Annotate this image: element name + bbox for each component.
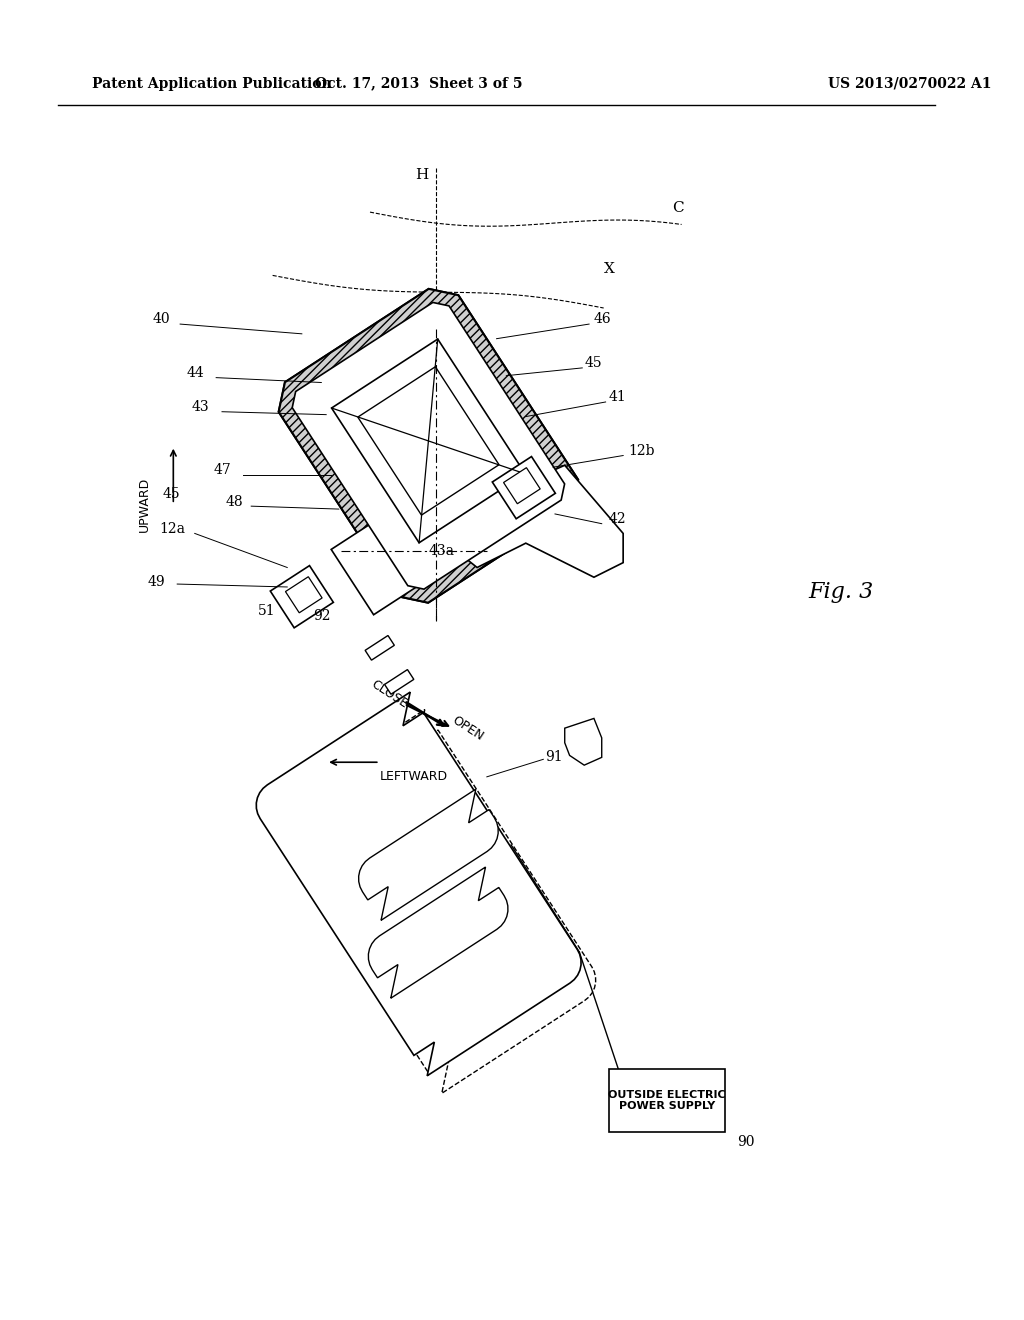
Text: US 2013/0270022 A1: US 2013/0270022 A1: [827, 77, 991, 91]
Polygon shape: [564, 718, 602, 766]
Text: 45: 45: [163, 487, 180, 502]
Text: 40: 40: [153, 313, 170, 326]
Text: 48: 48: [226, 495, 244, 510]
Text: CLOSE: CLOSE: [369, 677, 411, 710]
Text: Fig. 3: Fig. 3: [808, 581, 873, 603]
Text: 43: 43: [191, 400, 209, 414]
Text: LEFTWARD: LEFTWARD: [380, 771, 447, 783]
Polygon shape: [286, 577, 323, 612]
Text: 41: 41: [608, 391, 627, 404]
Text: Oct. 17, 2013  Sheet 3 of 5: Oct. 17, 2013 Sheet 3 of 5: [315, 77, 522, 91]
Text: 12b: 12b: [628, 444, 654, 458]
Text: 46: 46: [594, 313, 611, 326]
Polygon shape: [366, 635, 394, 660]
Text: OUTSIDE ELECTRIC
POWER SUPPLY: OUTSIDE ELECTRIC POWER SUPPLY: [608, 1090, 726, 1111]
Text: 44: 44: [186, 366, 205, 380]
Polygon shape: [256, 692, 581, 1076]
Text: H: H: [415, 168, 428, 182]
Text: 91: 91: [545, 750, 563, 764]
Polygon shape: [331, 520, 419, 615]
Text: 43a: 43a: [428, 544, 455, 558]
Polygon shape: [332, 339, 525, 543]
Polygon shape: [292, 302, 564, 589]
Polygon shape: [493, 457, 555, 519]
Text: 92: 92: [313, 610, 331, 623]
Text: 12a: 12a: [159, 521, 185, 536]
Text: OPEN: OPEN: [450, 713, 485, 743]
Text: Patent Application Publication: Patent Application Publication: [92, 77, 332, 91]
Polygon shape: [385, 669, 414, 694]
Bar: [608, 1069, 725, 1133]
Polygon shape: [279, 289, 579, 603]
Text: 90: 90: [737, 1135, 755, 1148]
Polygon shape: [504, 467, 541, 504]
Text: 47: 47: [214, 463, 231, 477]
Text: 51: 51: [258, 605, 275, 618]
Text: C: C: [672, 201, 683, 215]
Text: UPWARD: UPWARD: [137, 477, 151, 532]
Polygon shape: [358, 789, 498, 920]
Text: 42: 42: [608, 512, 626, 525]
Text: X: X: [604, 261, 614, 276]
Text: 49: 49: [147, 576, 166, 589]
Polygon shape: [369, 867, 508, 998]
Text: 45: 45: [585, 356, 602, 370]
Polygon shape: [453, 465, 624, 577]
Polygon shape: [279, 289, 579, 603]
Polygon shape: [270, 565, 334, 628]
